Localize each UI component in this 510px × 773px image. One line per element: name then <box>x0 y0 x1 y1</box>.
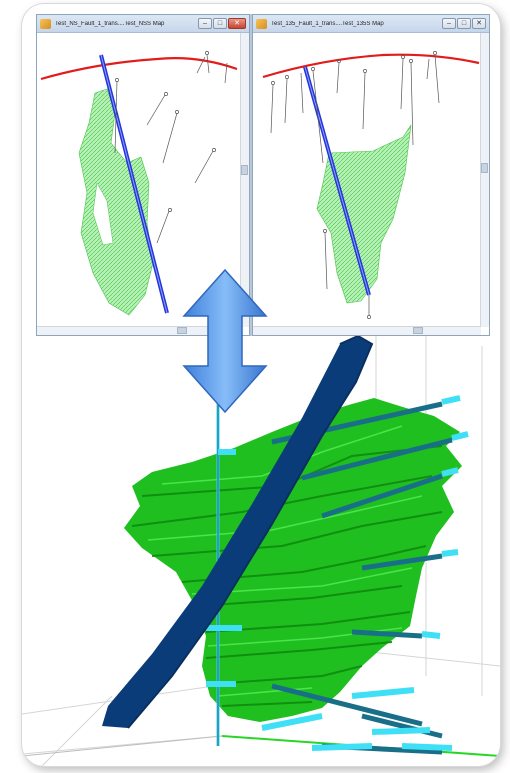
window-titlebar[interactable]: Test_135_Fault_1_trans....Test_135S Map … <box>253 15 489 33</box>
horizontal-scrollbar[interactable] <box>253 326 481 335</box>
map-window-icon <box>256 19 267 29</box>
section-map-canvas[interactable] <box>253 33 489 335</box>
maximize-button[interactable]: □ <box>213 18 227 29</box>
double-headed-arrow-icon <box>182 268 268 414</box>
window-title: Test_135_Fault_1_trans....Test_135S Map <box>271 21 442 27</box>
minimize-button[interactable]: – <box>442 18 456 29</box>
minimize-button[interactable]: – <box>198 18 212 29</box>
window-titlebar[interactable]: Test_NS_Fault_1_trans....Test_NSS Map – … <box>37 15 249 33</box>
close-button[interactable]: ✕ <box>472 18 486 29</box>
section-map-window-135[interactable]: Test_135_Fault_1_trans....Test_135S Map … <box>252 14 490 336</box>
maximize-button[interactable]: □ <box>457 18 471 29</box>
map-window-icon <box>40 19 51 29</box>
window-title: Test_NS_Fault_1_trans....Test_NSS Map <box>55 21 198 27</box>
close-button[interactable]: ✕ <box>228 18 246 29</box>
vertical-scrollbar[interactable] <box>480 33 489 327</box>
topography-line <box>263 55 479 77</box>
